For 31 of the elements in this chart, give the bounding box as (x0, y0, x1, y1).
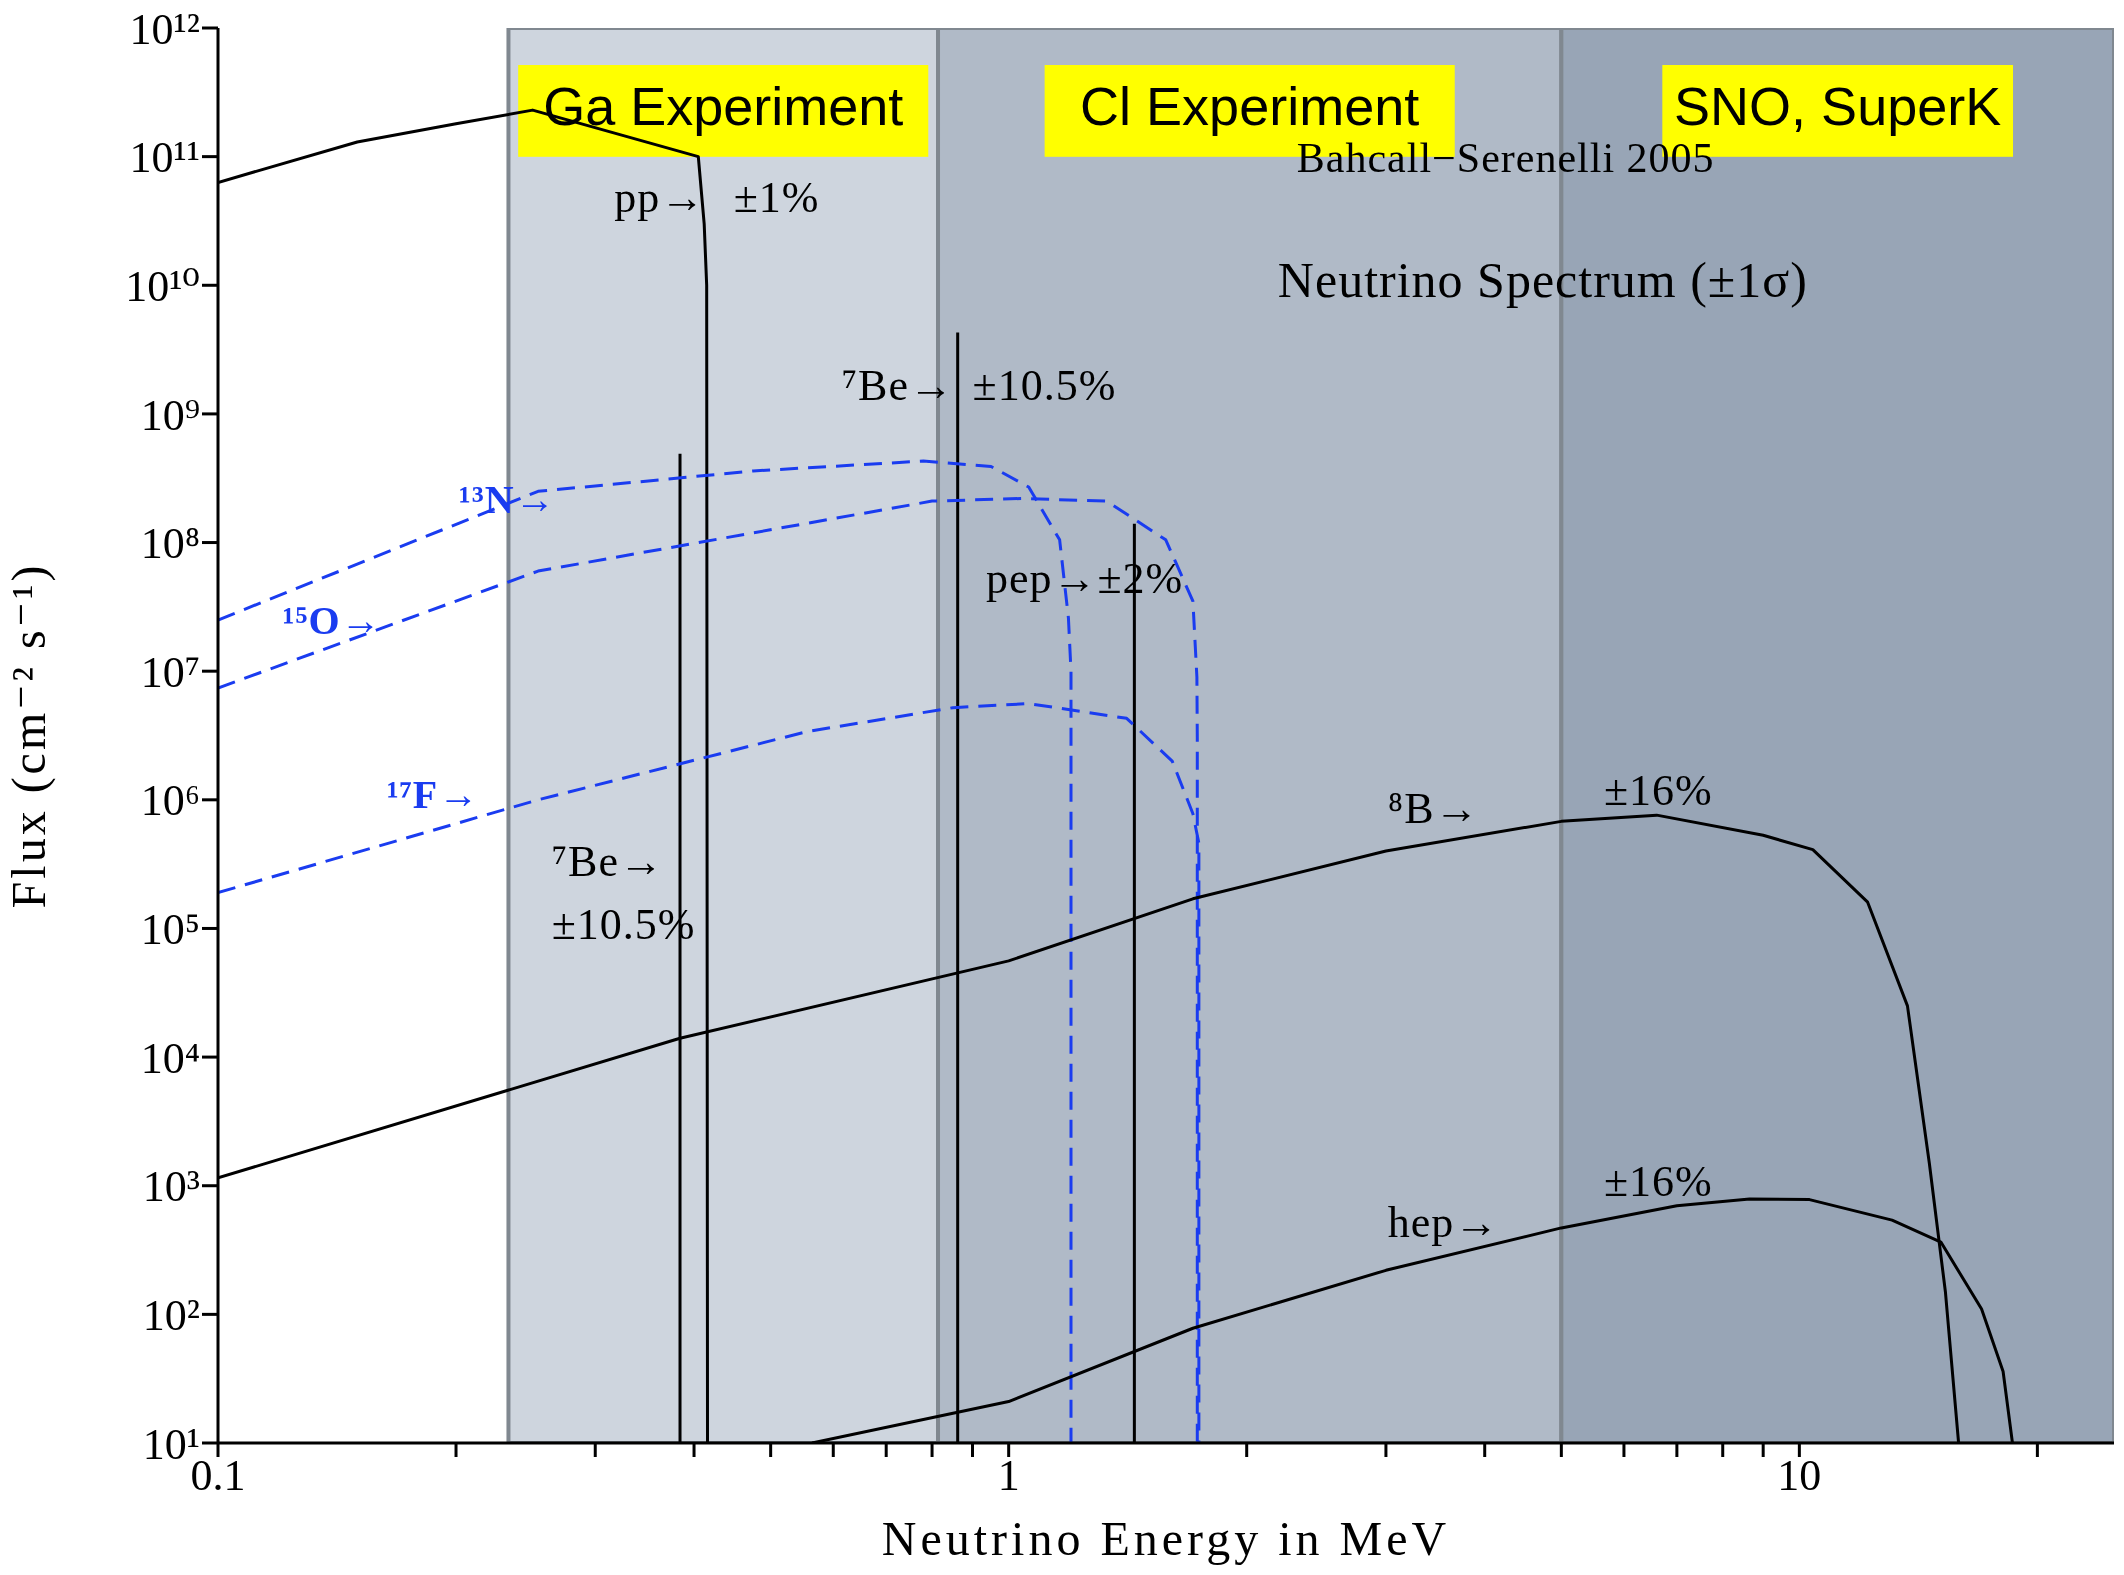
y-tick-label: 10⁹ (140, 390, 200, 440)
annotation: pp→ (614, 173, 706, 223)
y-tick-label: 10⁸ (140, 519, 200, 569)
annotation: Bahcall−Serenelli 2005 (1296, 135, 1715, 182)
annotation: ±16% (1603, 1156, 1713, 1206)
y-tick-label: 10⁶ (140, 776, 200, 826)
band-label: Cl Experiment (1080, 76, 1420, 137)
annotation: ⁸B→ (1387, 784, 1480, 834)
x-tick-label: 1 (997, 1451, 1020, 1501)
annotation: ±16% (1603, 766, 1713, 816)
y-tick-label: 10¹² (129, 4, 200, 54)
y-axis-title: Flux (cm⁻² s⁻¹) (2, 562, 57, 909)
band-label: SNO, SuperK (1674, 76, 2002, 137)
annotation: hep→ (1387, 1197, 1500, 1247)
band-label: Ga Experiment (543, 76, 904, 137)
annotation: ±10.5% (972, 361, 1117, 411)
y-tick-label: 10⁴ (140, 1033, 200, 1083)
annotation: ⁷Be→ (841, 361, 954, 411)
annotation: ¹⁵O→ (282, 598, 382, 644)
y-tick-label: 10¹¹ (129, 133, 200, 183)
annotation: Neutrino Spectrum (±1σ) (1277, 252, 1808, 308)
y-tick-label: 10³ (142, 1162, 200, 1212)
annotation: ¹⁷F→ (386, 772, 480, 818)
y-tick-label: 10⁷ (140, 647, 200, 697)
y-tick-label: 10² (142, 1290, 200, 1340)
annotation: ±1% (733, 173, 820, 223)
y-tick-label: 10⁵ (140, 905, 200, 955)
x-axis-title: Neutrino Energy in MeV (881, 1512, 1451, 1565)
x-tick-label: 10 (1777, 1451, 1822, 1501)
y-tick-label: 10¹⁰ (125, 261, 200, 311)
annotation: ⁷Be→ (551, 836, 664, 886)
